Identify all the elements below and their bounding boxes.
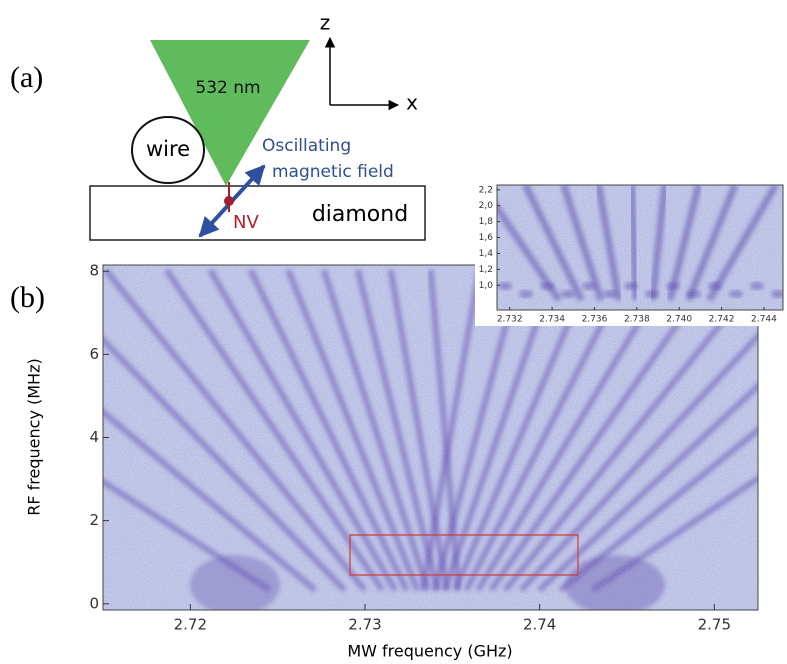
spectrum-map <box>103 265 758 610</box>
x-label: x <box>406 91 418 115</box>
y-tick-label: 1,0 <box>479 281 494 291</box>
z-label: z <box>320 11 331 35</box>
x-tick-label: 2.72 <box>174 616 207 634</box>
x-tick-label: 2.738 <box>624 315 650 325</box>
field-label: Oscillating <box>262 136 351 156</box>
x-tick-label: 2.73 <box>348 616 381 634</box>
y-tick-label: 8 <box>89 262 99 280</box>
field-label: magnetic field <box>272 162 394 182</box>
x-tick-label: 2.75 <box>698 616 731 634</box>
x-tick-label: 2.744 <box>751 315 777 325</box>
x-tick-label: 2.74 <box>523 616 556 634</box>
y-axis-label: RF frequency (MHz) <box>25 358 44 515</box>
wire-label: wire <box>146 137 190 161</box>
wire <box>131 116 205 184</box>
panel-label: (b) <box>10 281 45 314</box>
y-tick-label: 2 <box>89 511 99 529</box>
x-tick-label: 2.732 <box>497 315 523 325</box>
panel-label: (a) <box>10 61 43 94</box>
noise <box>497 185 783 310</box>
diamond-label: diamond <box>312 202 408 227</box>
inset-map <box>497 185 783 310</box>
inset-frame <box>496 184 784 311</box>
y-tick-label: 2,0 <box>479 201 494 211</box>
y-tick-label: 1,8 <box>479 217 494 227</box>
laser-label: 532 nm <box>195 78 260 98</box>
x-tick-label: 2.742 <box>709 315 735 325</box>
x-tick-label: 2.736 <box>582 315 608 325</box>
y-tick-label: 2,2 <box>479 185 493 195</box>
laser-beam <box>150 40 310 186</box>
zoom-region <box>349 534 579 576</box>
x-tick-label: 2.740 <box>666 315 692 325</box>
nv-center <box>224 196 234 206</box>
y-tick-label: 1,6 <box>479 233 494 243</box>
y-tick-label: 4 <box>89 428 99 446</box>
x-axis-label: MW frequency (GHz) <box>347 642 512 661</box>
x-tick-label: 2.734 <box>539 315 565 325</box>
y-tick-label: 0 <box>89 594 99 612</box>
y-tick-label: 1,4 <box>479 249 494 259</box>
y-tick-label: 1,2 <box>479 265 493 275</box>
y-tick-label: 6 <box>89 345 99 363</box>
nv-label: NV <box>233 212 259 233</box>
